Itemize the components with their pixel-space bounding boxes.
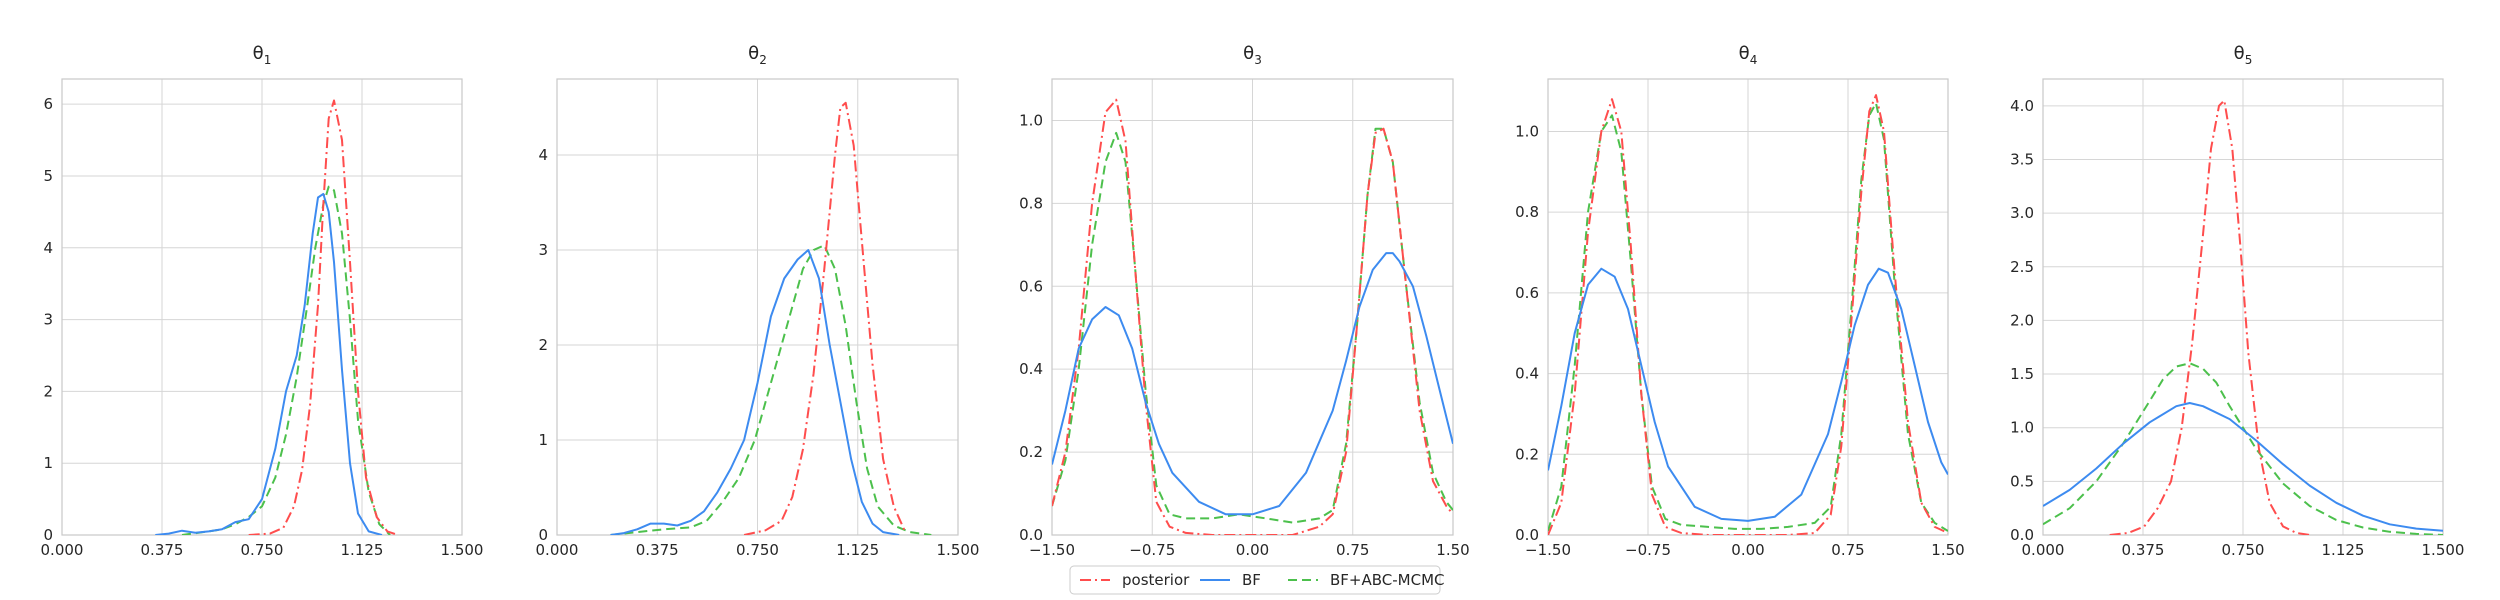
y-tick-label: 3: [538, 241, 548, 259]
y-tick-label: 4.0: [2010, 97, 2034, 115]
legend: posterior BF BF+ABC-MCMC: [1069, 565, 1445, 595]
y-tick-label: 1.0: [1515, 122, 1539, 140]
panel-theta-1: 0.000 0.375 0.750 1.125 1.500 0 1 2 3 4 5 6 θ1: [41, 43, 484, 559]
y-tick-label: 0.4: [1019, 360, 1043, 378]
y-tick-label: 0: [43, 526, 53, 544]
series-line-bfabc: [610, 244, 932, 535]
y-tick-label: 0.0: [1515, 526, 1539, 544]
x-tick-label: 0.000: [2022, 541, 2065, 559]
legend-item-posterior: posterior: [1080, 571, 1190, 589]
series-line-posterior: [248, 99, 399, 535]
y-tick-label: 0.4: [1515, 365, 1539, 383]
y-tick-label: 2.5: [2010, 258, 2034, 276]
y-tick-label: 1: [43, 454, 53, 472]
legend-box: [1069, 565, 1441, 595]
y-tick-label: 3.0: [2010, 204, 2034, 222]
x-tick-label: 1.500: [2422, 541, 2465, 559]
legend-label: posterior: [1122, 571, 1190, 589]
y-tick-label: 1.5: [2010, 365, 2034, 383]
chart-title: θ1: [253, 43, 272, 67]
y-tick-label: 0.8: [1019, 194, 1043, 212]
y-tick-label: 0.6: [1515, 284, 1539, 302]
x-tick-label: 0.75: [1831, 541, 1864, 559]
panel-theta-2: 0.000 0.375 0.750 1.125 1.500 0 1 2 3 4 θ2: [536, 43, 980, 559]
x-tick-label: 0.000: [536, 541, 579, 559]
x-tick-label: 0.750: [2222, 541, 2265, 559]
y-tick-label: 1.0: [1019, 111, 1043, 129]
series-line-posterior: [2109, 99, 2310, 535]
x-tick-label: 0.00: [1731, 541, 1764, 559]
panel-theta-3: −1.50 −0.75 0.00 0.75 1.50 0.0 0.2 0.4 0.6 0.8 1.0…: [1019, 43, 1470, 559]
x-tick-label: 1.125: [836, 541, 879, 559]
series-line-bf: [2043, 402, 2443, 532]
series-line-bfabc: [1548, 102, 1948, 532]
series-line-posterior: [743, 101, 906, 535]
x-tick-label: 1.125: [2322, 541, 2365, 559]
series-line-posterior: [1548, 94, 1948, 535]
y-tick-label: 3: [43, 311, 53, 329]
y-tick-label: 1.0: [2010, 419, 2034, 437]
series-line-bf: [155, 192, 383, 535]
series-line-posterior: [1052, 98, 1453, 535]
y-tick-label: 1: [538, 431, 548, 449]
legend-label: BF+ABC-MCMC: [1330, 571, 1445, 589]
x-tick-label: 1.125: [341, 541, 384, 559]
chart-title: θ3: [1243, 43, 1262, 67]
series-line-bf: [1548, 267, 1948, 522]
chart-title: θ5: [2234, 43, 2253, 67]
chart-title: θ2: [748, 43, 767, 67]
y-tick-label: 3.5: [2010, 150, 2034, 168]
axes-frame: [1547, 78, 1949, 536]
x-tick-label: 0.00: [1236, 541, 1269, 559]
y-tick-label: 0: [538, 526, 548, 544]
y-tick-label: 2: [43, 382, 53, 400]
y-tick-label: 0.6: [1019, 277, 1043, 295]
y-tick-label: 0.8: [1515, 203, 1539, 221]
x-tick-label: 1.500: [937, 541, 980, 559]
panel-theta-4: −1.50 −0.75 0.00 0.75 1.50 0.0 0.2 0.4 0.6 0.8 1.0…: [1515, 43, 1965, 559]
x-tick-label: 0.750: [736, 541, 779, 559]
x-tick-label: −1.50: [1525, 541, 1571, 559]
x-tick-label: 0.375: [636, 541, 679, 559]
x-tick-label: −0.75: [1129, 541, 1175, 559]
x-tick-label: −0.75: [1625, 541, 1671, 559]
series-line-bf: [610, 249, 900, 535]
y-tick-label: 4: [538, 146, 548, 164]
legend-item-bfabc: BF+ABC-MCMC: [1288, 571, 1445, 589]
x-tick-label: 0.75: [1336, 541, 1369, 559]
axes-frame: [61, 78, 463, 536]
x-tick-label: 1.50: [1931, 541, 1964, 559]
series-line-bfabc: [181, 185, 391, 535]
x-tick-label: 0.000: [41, 541, 84, 559]
legend-item-bf: BF: [1200, 571, 1261, 589]
axes-frame: [2042, 78, 2444, 536]
axes-frame: [556, 78, 959, 536]
legend-label: BF: [1242, 571, 1261, 589]
y-tick-label: 0.0: [1019, 526, 1043, 544]
panel-theta-5: 0.000 0.375 0.750 1.125 1.500 0.0 0.5 1.0 1.5 2.0…: [2010, 43, 2464, 559]
y-tick-label: 0.2: [1515, 445, 1539, 463]
chart-title: θ4: [1739, 43, 1758, 67]
x-tick-label: 1.500: [441, 541, 484, 559]
series-line-bf: [1052, 252, 1453, 516]
y-tick-label: 2: [538, 336, 548, 354]
y-tick-label: 0.0: [2010, 526, 2034, 544]
x-tick-label: 0.375: [2122, 541, 2165, 559]
x-tick-label: 1.50: [1436, 541, 1469, 559]
y-tick-label: 4: [43, 239, 53, 257]
x-tick-label: 0.750: [241, 541, 284, 559]
x-tick-label: 0.375: [141, 541, 184, 559]
y-tick-label: 6: [43, 95, 53, 113]
y-tick-label: 0.5: [2010, 472, 2034, 490]
y-tick-label: 5: [43, 167, 53, 185]
x-tick-label: −1.50: [1029, 541, 1075, 559]
y-tick-label: 0.2: [1019, 443, 1043, 461]
y-tick-label: 2.0: [2010, 311, 2034, 329]
